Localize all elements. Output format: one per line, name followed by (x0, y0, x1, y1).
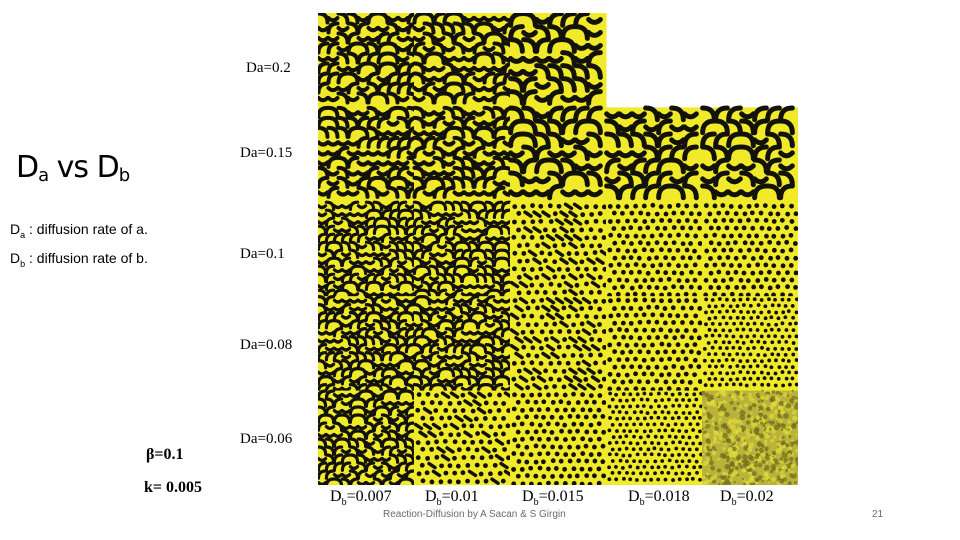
pattern-tile-labyrinth-fine (318, 200, 416, 299)
definitions: Da : diffusion rate of a. Db : diffusion… (10, 216, 148, 277)
pattern-tile-labyrinth-wide (508, 13, 607, 108)
beta-parameter: β=0.1 (146, 446, 184, 463)
footer-credit: Reaction-Diffusion by A Sacan & S Girgin (383, 509, 566, 520)
pattern-tile-spots (702, 201, 798, 298)
definition-db: Db : diffusion rate of b. (10, 249, 148, 269)
da-label: Da=0.1 (240, 246, 285, 262)
pattern-tile-labyrinth-fine (318, 295, 416, 394)
pattern-tile-spots-fine (702, 296, 798, 392)
pattern-tile-spots-mixed (509, 296, 608, 392)
pattern-tile-labyrinth-wide (604, 105, 703, 203)
da-label: Da=0.08 (240, 337, 293, 353)
title-symbol: D (16, 150, 39, 185)
pattern-tile-labyrinth-wide (700, 105, 798, 203)
pattern-tile-noise (700, 389, 798, 485)
pattern-tile-labyrinth-wide (508, 105, 607, 203)
db-label: Db=0.015 (522, 488, 584, 509)
pattern-tile-labyrinth-fine (412, 295, 512, 394)
pattern-grid (318, 13, 798, 485)
slide-title: Da vs Db (16, 150, 130, 186)
pattern-tile-spots-fine (606, 390, 704, 485)
title-vs: vs D (48, 150, 120, 185)
k-parameter: k= 0.005 (144, 479, 203, 496)
pattern-tile-labyrinth-fine (318, 389, 416, 485)
pattern-tile-labyrinth (412, 13, 516, 108)
db-label: Db=0.02 (720, 488, 774, 509)
pattern-tile-spots (606, 201, 703, 298)
db-label: Db=0.018 (628, 488, 690, 509)
pattern-tile-spots-mixed (509, 201, 610, 297)
da-label: Da=0.15 (240, 145, 293, 161)
pattern-tile-labyrinth (412, 105, 516, 203)
da-label: Da=0.2 (246, 60, 291, 76)
pattern-tile-labyrinth-fine (412, 200, 512, 299)
db-label: Db=0.01 (425, 488, 479, 509)
pattern-tile-labyrinth (318, 105, 420, 203)
page-number: 21 (872, 509, 884, 520)
title-subscript-b: b (118, 165, 130, 186)
pattern-tile-spots (510, 390, 607, 485)
pattern-tile-spots (606, 296, 703, 392)
definition-da: Da : diffusion rate of a. (10, 221, 148, 240)
db-label: Db=0.007 (330, 488, 392, 509)
pattern-tile-labyrinth (318, 13, 420, 108)
title-subscript-a: a (38, 165, 49, 186)
da-label: Da=0.06 (240, 431, 293, 447)
pattern-tile-spots-mixed (413, 390, 514, 485)
